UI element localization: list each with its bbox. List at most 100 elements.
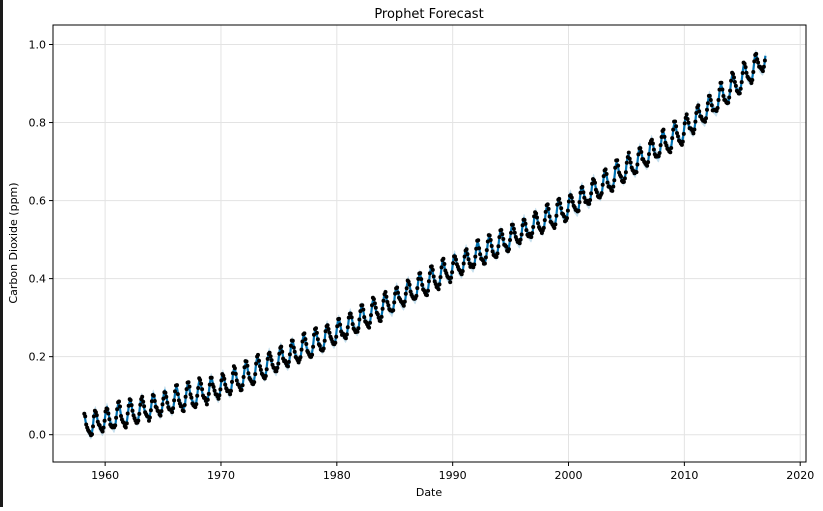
observed-point: [333, 340, 338, 345]
observed-point: [416, 276, 421, 281]
observed-point: [349, 315, 354, 320]
observed-point: [459, 272, 464, 277]
observed-point: [245, 363, 250, 368]
observed-point: [580, 185, 585, 189]
observed-point: [441, 256, 446, 261]
observed-point: [408, 289, 413, 294]
observed-point: [603, 167, 608, 172]
observed-point: [488, 238, 493, 242]
observed-point: [310, 352, 315, 357]
y-tick-label: 0.0: [29, 429, 47, 442]
observed-point: [478, 252, 483, 257]
observed-point: [460, 269, 465, 274]
observed-point: [314, 326, 318, 331]
observed-point: [545, 202, 550, 207]
observed-point: [239, 387, 244, 392]
observed-point: [658, 143, 663, 148]
observed-point: [221, 373, 226, 378]
observed-point: [205, 397, 210, 402]
observed-point: [124, 421, 129, 426]
observed-point: [407, 282, 412, 287]
observed-point: [373, 305, 378, 310]
observed-point: [276, 361, 281, 366]
x-tick-label: 1980: [323, 469, 351, 482]
observed-point: [292, 349, 297, 354]
observed-point: [199, 381, 204, 386]
observed-point: [566, 199, 571, 204]
observed-point: [727, 95, 732, 100]
observed-point: [401, 303, 406, 308]
observed-point: [380, 306, 385, 311]
observed-point: [565, 216, 569, 221]
observed-point: [258, 364, 262, 369]
y-axis-ticks: 0.0 0.2 0.4 0.6 0.8 1.0: [29, 39, 53, 442]
observed-point: [218, 387, 223, 392]
observed-point: [501, 237, 506, 241]
observed-point: [605, 180, 610, 185]
observed-point: [499, 228, 504, 232]
x-tick-label: 2000: [555, 469, 583, 482]
observed-point: [749, 81, 754, 85]
observed-point: [314, 330, 319, 335]
observed-point: [737, 91, 742, 96]
observed-point: [175, 383, 179, 388]
observed-point: [188, 392, 193, 397]
observed-point: [355, 329, 360, 334]
observed-point: [156, 409, 161, 414]
observed-point: [268, 354, 273, 359]
observed-point: [496, 244, 501, 249]
observed-point: [518, 237, 523, 242]
observed-point: [114, 415, 119, 420]
observed-point: [554, 213, 559, 218]
observed-point: [280, 349, 285, 354]
observed-point: [160, 402, 165, 407]
observed-point: [263, 374, 268, 378]
observed-point: [519, 232, 524, 237]
observed-point: [161, 396, 166, 401]
y-tick-label: 0.4: [29, 273, 47, 286]
observed-point: [569, 195, 574, 200]
observed-point: [639, 150, 644, 154]
observed-point: [229, 388, 233, 393]
forecast-series-line: [83, 52, 767, 437]
observed-point: [176, 398, 181, 403]
observed-point: [181, 409, 186, 414]
observed-point: [623, 170, 628, 175]
observed-point: [286, 359, 291, 364]
observed-point: [593, 180, 597, 185]
observed-point: [128, 398, 133, 403]
observed-point: [487, 233, 492, 238]
observed-point: [729, 78, 734, 83]
observed-point: [170, 410, 175, 415]
observed-point: [222, 376, 227, 381]
observed-point: [129, 403, 134, 408]
observed-point: [147, 415, 152, 420]
observed-point: [426, 279, 431, 284]
observed-point: [685, 117, 690, 121]
observed-point: [547, 214, 552, 219]
observed-point: [697, 109, 702, 114]
observed-point: [384, 294, 389, 299]
observed-points: [82, 51, 767, 438]
observed-point: [624, 160, 629, 165]
observed-point: [234, 378, 239, 383]
observed-point: [635, 162, 640, 167]
observed-point: [601, 174, 606, 179]
observed-point: [704, 116, 708, 121]
observed-point: [118, 404, 122, 409]
observed-point: [414, 293, 419, 298]
observed-point: [589, 191, 594, 196]
observed-point: [338, 322, 343, 327]
observed-point: [565, 208, 570, 213]
observed-point: [175, 392, 180, 397]
observed-point: [600, 182, 605, 187]
observed-point: [472, 262, 477, 267]
observed-point: [265, 356, 270, 361]
observed-point: [378, 319, 383, 323]
observed-point: [536, 221, 540, 226]
observed-point: [659, 135, 664, 139]
observed-point: [668, 150, 673, 155]
observed-point: [345, 325, 350, 330]
observed-point: [497, 235, 502, 240]
observed-point: [552, 226, 557, 230]
